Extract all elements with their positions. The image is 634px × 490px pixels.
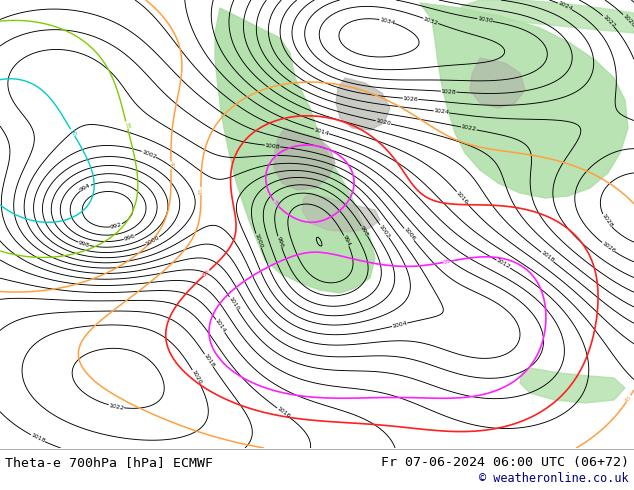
Text: 1022: 1022 [461, 124, 477, 132]
Text: 1012: 1012 [495, 258, 511, 270]
Polygon shape [274, 128, 335, 190]
Text: 1034: 1034 [378, 17, 395, 25]
Text: 1020: 1020 [375, 118, 391, 126]
Text: 1008: 1008 [264, 143, 280, 149]
Text: 998: 998 [77, 240, 90, 248]
Text: 994: 994 [79, 183, 92, 193]
Text: 1030: 1030 [477, 16, 493, 24]
Text: 1000: 1000 [145, 235, 160, 247]
Text: Theta-e 700hPa [hPa] ECMWF: Theta-e 700hPa [hPa] ECMWF [5, 456, 213, 469]
Text: 1000: 1000 [254, 233, 264, 249]
Text: 55: 55 [443, 259, 451, 265]
Text: 1020: 1020 [190, 369, 202, 385]
Text: 994: 994 [342, 234, 351, 247]
Polygon shape [420, 3, 628, 198]
Text: 1014: 1014 [313, 127, 330, 136]
Polygon shape [470, 58, 525, 108]
Text: 1032: 1032 [422, 16, 439, 26]
Text: 50: 50 [202, 269, 211, 277]
Text: 1018: 1018 [202, 353, 216, 368]
Text: 1024: 1024 [433, 108, 450, 116]
Text: 30: 30 [68, 128, 77, 137]
Text: © weatheronline.co.uk: © weatheronline.co.uk [479, 472, 629, 485]
Text: 1018: 1018 [540, 250, 555, 264]
Text: 40: 40 [169, 161, 174, 170]
Text: 996: 996 [276, 236, 284, 248]
Polygon shape [520, 368, 625, 403]
Text: 1020: 1020 [621, 13, 634, 27]
Text: 1016: 1016 [455, 190, 469, 205]
Polygon shape [215, 8, 375, 293]
Text: 45: 45 [198, 187, 204, 195]
Text: 1022: 1022 [108, 403, 124, 411]
Text: 1002: 1002 [141, 149, 157, 159]
Text: 1028: 1028 [441, 89, 456, 95]
Text: 1002: 1002 [378, 223, 391, 239]
Text: Fr 07-06-2024 06:00 UTC (06+72): Fr 07-06-2024 06:00 UTC (06+72) [381, 456, 629, 469]
Text: 55: 55 [272, 199, 280, 208]
Text: 992: 992 [110, 222, 123, 230]
Text: 1010: 1010 [228, 295, 240, 311]
Text: 1026: 1026 [403, 96, 418, 102]
Text: 45: 45 [624, 394, 633, 403]
Text: 1006: 1006 [402, 227, 416, 242]
Text: 998: 998 [359, 225, 370, 238]
Text: 35: 35 [124, 121, 130, 130]
Text: 1024: 1024 [557, 0, 573, 12]
Text: 1026: 1026 [600, 241, 616, 254]
Polygon shape [302, 193, 380, 232]
Text: 1016: 1016 [276, 406, 291, 419]
Polygon shape [336, 78, 390, 130]
Text: 996: 996 [123, 233, 136, 242]
Text: 1022: 1022 [601, 14, 616, 28]
Text: 1014: 1014 [214, 318, 227, 334]
Polygon shape [460, 0, 634, 33]
Text: 1004: 1004 [391, 320, 408, 329]
Text: 1018: 1018 [30, 433, 46, 444]
Text: 1028: 1028 [600, 213, 613, 229]
